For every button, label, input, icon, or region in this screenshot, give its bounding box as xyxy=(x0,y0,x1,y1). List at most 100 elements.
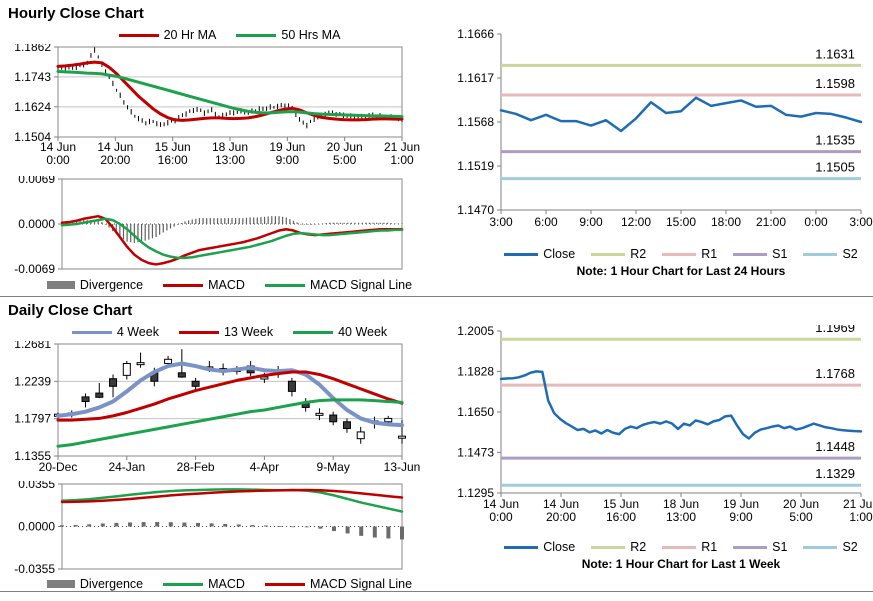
s1-swatch xyxy=(733,252,768,256)
svg-text:14 Jun: 14 Jun xyxy=(40,140,76,154)
legend-item-close: Close xyxy=(504,540,575,554)
legend-label: Close xyxy=(543,247,576,261)
4-week-swatch xyxy=(71,330,112,334)
svg-text:9:00: 9:00 xyxy=(276,153,300,167)
daily-close-legend: 4 Week 13 Week 40 Week xyxy=(0,323,437,341)
svg-text:1.1624: 1.1624 xyxy=(14,100,51,114)
legend-label: R2 xyxy=(630,247,647,261)
hourly-section: Hourly Close Chart 20 Hr MA 50 Hrs MA 1.1… xyxy=(0,0,873,296)
legend-label: Divergence xyxy=(79,278,144,292)
macd-signal-line-swatch xyxy=(264,283,305,287)
s2-swatch xyxy=(803,252,838,256)
legend-item-4-week: 4 Week xyxy=(71,325,159,339)
daily-right-column: 1.2005 1.1828 1.1650 1.1473 1.1295 1.1969 1.17… xyxy=(437,297,873,591)
svg-text:5:00: 5:00 xyxy=(333,153,357,167)
svg-text:1.2005: 1.2005 xyxy=(457,325,494,338)
legend-label: S1 xyxy=(772,247,788,261)
svg-text:9:00: 9:00 xyxy=(729,510,753,524)
svg-text:18 Jun: 18 Jun xyxy=(212,140,248,154)
legend-item-13-week: 13 Week xyxy=(178,325,274,339)
legend-item-r1: R1 xyxy=(662,247,717,261)
hourly-title: Hourly Close Chart xyxy=(8,5,144,22)
section-divider xyxy=(0,296,873,297)
legend-item-20-hr-ma: 20 Hr MA xyxy=(118,28,216,42)
legend-label: S2 xyxy=(842,247,858,261)
spacer xyxy=(437,0,873,26)
hourly-pivot-legend: Close R2 R1 S1 S2 xyxy=(437,244,873,264)
svg-text:20:00: 20:00 xyxy=(100,153,130,167)
close-swatch xyxy=(504,545,539,549)
svg-text:13-Jun: 13-Jun xyxy=(384,460,421,474)
hourly-close-legend: 20 Hr MA 50 Hrs MA xyxy=(0,26,437,44)
divergence-swatch xyxy=(46,281,75,289)
svg-text:12:00: 12:00 xyxy=(621,215,651,229)
svg-text:1.1329: 1.1329 xyxy=(815,466,855,481)
svg-text:18 Jun: 18 Jun xyxy=(663,497,699,511)
svg-text:1.1666: 1.1666 xyxy=(457,27,494,41)
legend-item-s1: S1 xyxy=(733,540,787,554)
svg-text:20 Jun: 20 Jun xyxy=(327,140,363,154)
hourly-pivot-chart: 1.1666 1.1617 1.1568 1.1519 1.1470 1.1631 1.15… xyxy=(457,27,873,229)
legend-item-s2: S2 xyxy=(803,540,858,554)
svg-text:5:00: 5:00 xyxy=(789,510,813,524)
legend-item-r2: R2 xyxy=(591,247,646,261)
svg-text:1.1504: 1.1504 xyxy=(14,130,51,144)
20-hr-ma-swatch xyxy=(118,33,159,37)
svg-text:-0.0355: -0.0355 xyxy=(14,562,55,575)
macd-swatch xyxy=(163,283,204,287)
svg-text:15:00: 15:00 xyxy=(666,215,696,229)
svg-text:1.1862: 1.1862 xyxy=(14,44,51,54)
svg-text:13:00: 13:00 xyxy=(215,153,245,167)
legend-item-macd: MACD xyxy=(163,278,245,292)
svg-text:6:00: 6:00 xyxy=(534,215,558,229)
s1-swatch xyxy=(733,545,768,549)
svg-text:19 Jun: 19 Jun xyxy=(269,140,305,154)
legend-item-macd-signal-line: MACD Signal Line xyxy=(264,577,412,591)
svg-text:14 Jun: 14 Jun xyxy=(483,497,519,511)
svg-text:0.0000: 0.0000 xyxy=(18,520,55,534)
hourly-macd-chart: 0.0069 0.0000 -0.0069 xyxy=(14,176,404,276)
legend-label: 40 Week xyxy=(338,325,388,339)
svg-text:1.1448: 1.1448 xyxy=(815,439,855,454)
svg-text:9:00: 9:00 xyxy=(579,215,603,229)
svg-text:14 Jun: 14 Jun xyxy=(97,140,133,154)
weekly-pivot-legend: Close R2 R1 S1 S2 xyxy=(437,537,873,557)
svg-text:20-Dec: 20-Dec xyxy=(39,460,78,474)
legend-label: 13 Week xyxy=(223,325,274,339)
svg-text:16:00: 16:00 xyxy=(606,510,636,524)
r2-swatch xyxy=(591,252,626,256)
legend-label: R1 xyxy=(701,247,718,261)
svg-text:3:00: 3:00 xyxy=(849,215,873,229)
legend-item-divergence: Divergence xyxy=(46,278,144,292)
legend-item-macd-signal-line: MACD Signal Line xyxy=(264,278,412,292)
legend-label: S2 xyxy=(842,540,858,554)
weekly-pivot-chart: 1.2005 1.1828 1.1650 1.1473 1.1295 1.1969 1.17… xyxy=(457,325,873,524)
svg-text:9-May: 9-May xyxy=(317,460,350,474)
svg-text:13:00: 13:00 xyxy=(666,510,696,524)
svg-text:14 Jun: 14 Jun xyxy=(543,497,579,511)
bottom-divider xyxy=(0,591,873,592)
legend-item-r1: R1 xyxy=(662,540,717,554)
svg-text:15 Jun: 15 Jun xyxy=(155,140,191,154)
legend-label: 50 Hrs MA xyxy=(281,28,341,42)
svg-text:20:00: 20:00 xyxy=(546,510,576,524)
daily-left-column: Daily Close Chart 4 Week 13 Week 40 Week 1… xyxy=(0,297,437,591)
svg-text:1.2681: 1.2681 xyxy=(14,341,51,351)
legend-item-close: Close xyxy=(504,247,575,261)
legend-label: MACD xyxy=(208,577,245,591)
legend-item-s1: S1 xyxy=(733,247,787,261)
svg-text:1.1568: 1.1568 xyxy=(457,115,494,129)
macd-signal-line-swatch xyxy=(264,582,305,586)
legend-item-40-week: 40 Week xyxy=(293,325,387,339)
legend-label: 4 Week xyxy=(116,325,159,339)
svg-text:0.0355: 0.0355 xyxy=(18,481,55,491)
50-hrs-ma-swatch xyxy=(236,33,277,37)
svg-text:15 Jun: 15 Jun xyxy=(603,497,639,511)
legend-item-50-hrs-ma: 50 Hrs MA xyxy=(236,28,340,42)
svg-text:3:00: 3:00 xyxy=(489,215,513,229)
svg-text:1.1355: 1.1355 xyxy=(14,449,51,463)
svg-text:1.1295: 1.1295 xyxy=(457,486,494,500)
svg-text:28-Feb: 28-Feb xyxy=(177,460,215,474)
svg-text:1.1797: 1.1797 xyxy=(14,412,51,426)
